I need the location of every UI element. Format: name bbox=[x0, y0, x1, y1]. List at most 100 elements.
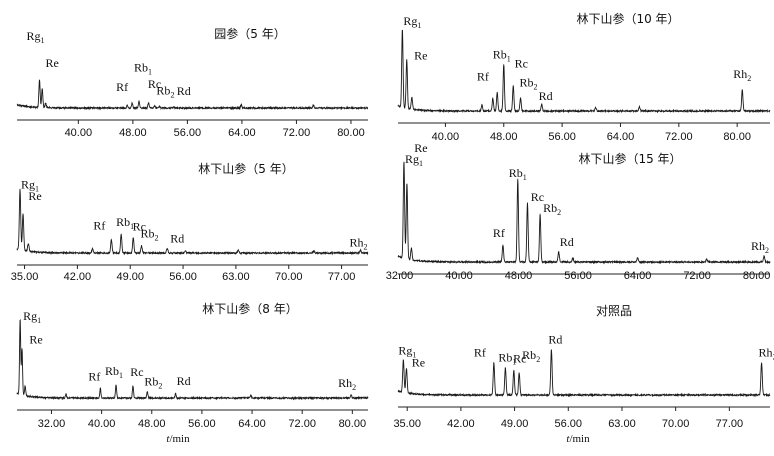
peak-point bbox=[250, 394, 252, 396]
peak-point bbox=[504, 367, 506, 369]
peak-point bbox=[131, 102, 133, 104]
peak-point bbox=[141, 245, 142, 247]
x-tick-label: 77.00 bbox=[716, 418, 744, 430]
peak-point bbox=[402, 362, 404, 363]
x-tick-label: 40.00 bbox=[445, 270, 473, 282]
x-tick-label: 80.00 bbox=[337, 127, 365, 139]
chromatogram-trace bbox=[397, 161, 771, 265]
x-tick-label: 42.00 bbox=[64, 271, 92, 283]
peak-label-rf: Rf bbox=[477, 69, 489, 83]
peak-label-rf: Rf bbox=[116, 80, 128, 94]
peak-label-rg1: Rg1 bbox=[23, 309, 41, 325]
peak-point bbox=[92, 248, 93, 250]
peak-label-rb1: Rb1 bbox=[105, 364, 123, 380]
peak-point bbox=[741, 89, 743, 91]
peak-point bbox=[115, 384, 117, 386]
x-tick-label: 56.00 bbox=[169, 271, 197, 283]
peak-label-rc: Rc bbox=[148, 77, 161, 91]
peak-point bbox=[496, 91, 498, 93]
peak-point bbox=[240, 104, 242, 106]
peak-point bbox=[541, 103, 543, 105]
panel-p2: 林下山参（10 年） 40.00 48.00 56.00 64.00 72.00 80.0… bbox=[397, 11, 771, 143]
peak-point bbox=[520, 97, 521, 99]
plot-area-p2: 40.00 48.00 56.00 64.00 72.00 80.00 Rg1 Re Rf Rb1… bbox=[397, 14, 771, 143]
peak-label-re: Re bbox=[46, 56, 59, 70]
peak-label-rg1: Rg1 bbox=[405, 152, 423, 168]
peak-point bbox=[502, 244, 504, 246]
peak-label-rb2: Rb2 bbox=[156, 83, 174, 99]
x-tick-label: 56.00 bbox=[564, 270, 592, 282]
x-tick-label: 49.00 bbox=[501, 418, 529, 430]
peak-label-rh2: Rh2 bbox=[733, 67, 751, 83]
x-tick-label: 40.00 bbox=[65, 127, 93, 139]
x-tick-label: 80.00 bbox=[743, 270, 771, 282]
panel-p6: 对照品 35.00 42.00 49.00 56.00 63.00 70.00 77.00 R… bbox=[393, 304, 774, 445]
peak-label-rd: Rd bbox=[560, 235, 574, 249]
x-tick-label: 48.00 bbox=[505, 270, 533, 282]
peak-point bbox=[401, 32, 403, 34]
peak-point bbox=[173, 106, 175, 108]
peak-point bbox=[21, 351, 23, 352]
peak-point bbox=[22, 215, 24, 217]
x-tick-label: 80.00 bbox=[723, 131, 751, 143]
peak-point bbox=[492, 97, 494, 99]
peak-point bbox=[706, 258, 708, 260]
peak-label-rd: Rd bbox=[539, 89, 553, 103]
peak-label-rb2: Rb2 bbox=[144, 375, 162, 391]
x-tick-label: 56.00 bbox=[188, 418, 216, 430]
x-axis-label-p6: t/min bbox=[566, 433, 590, 445]
peak-point bbox=[154, 105, 156, 107]
peak-point bbox=[517, 178, 519, 180]
x-tick-label: 32.00 bbox=[386, 270, 414, 282]
plot-area-p6: 35.00 42.00 49.00 56.00 63.00 70.00 77.00 Rg1Re… bbox=[393, 333, 774, 431]
peak-point bbox=[148, 102, 149, 104]
peak-label-rc: Rc bbox=[515, 57, 528, 71]
peak-point bbox=[503, 63, 505, 65]
panel-p3: 林下山参（5 年） 35.00 42.00 49.00 56.00 63.00 70.00… bbox=[11, 161, 369, 283]
peak-point bbox=[481, 104, 483, 106]
x-tick-label: 48.00 bbox=[119, 127, 147, 139]
peak-point bbox=[513, 369, 515, 371]
peak-point bbox=[406, 369, 407, 371]
peak-point bbox=[411, 98, 413, 100]
peak-label-rf: Rf bbox=[474, 346, 486, 360]
x-tick-label: 64.00 bbox=[624, 270, 652, 282]
peak-label-rh2: Rh2 bbox=[338, 376, 356, 392]
peak-point bbox=[110, 239, 112, 241]
peak-label-rc: Rc bbox=[130, 365, 143, 379]
peak-point bbox=[132, 385, 134, 387]
peak-point bbox=[406, 61, 408, 63]
panel-title-p1: 园参（5 年） bbox=[214, 26, 285, 41]
x-tick-label: 63.00 bbox=[222, 271, 250, 283]
peak-point bbox=[45, 103, 47, 104]
peak-point bbox=[127, 104, 128, 106]
peak-label-re: Re bbox=[29, 333, 42, 347]
peak-label-rd: Rd bbox=[177, 84, 191, 98]
peak-point bbox=[65, 393, 67, 395]
peak-point bbox=[637, 257, 638, 259]
panel-p5: 林下山参（8 年） 32.00 40.00 48.00 56.00 64.00 72.00… bbox=[16, 301, 369, 445]
plot-area-p3: 35.00 42.00 49.00 56.00 63.00 70.00 77.00 Rg1Re… bbox=[11, 178, 369, 283]
peak-label-rb2: Rb2 bbox=[522, 348, 540, 364]
peak-label-rh2: Rh2 bbox=[751, 239, 769, 255]
panel-title-p5: 林下山参（8 年） bbox=[202, 301, 297, 316]
peak-point bbox=[19, 321, 21, 323]
peak-label-rh2: Rh2 bbox=[759, 346, 774, 362]
chromatogram-trace bbox=[16, 79, 369, 111]
peak-point bbox=[403, 164, 405, 166]
peak-point bbox=[350, 394, 352, 396]
peak-label-rb2: Rb2 bbox=[520, 75, 538, 91]
chromatogram-trace bbox=[397, 29, 771, 114]
x-tick-label: 72.00 bbox=[683, 270, 711, 282]
x-tick-label: 35.00 bbox=[393, 418, 421, 430]
peak-point bbox=[360, 249, 361, 251]
peak-label-rd: Rd bbox=[170, 231, 184, 245]
x-tick-label: 70.00 bbox=[662, 418, 690, 430]
peak-label-rg1: Rg1 bbox=[403, 14, 421, 30]
peak-point bbox=[313, 104, 314, 106]
peak-point bbox=[237, 249, 239, 251]
panel-title-p6: 对照品 bbox=[596, 304, 632, 318]
peak-point bbox=[41, 88, 43, 90]
peak-point bbox=[166, 247, 168, 249]
